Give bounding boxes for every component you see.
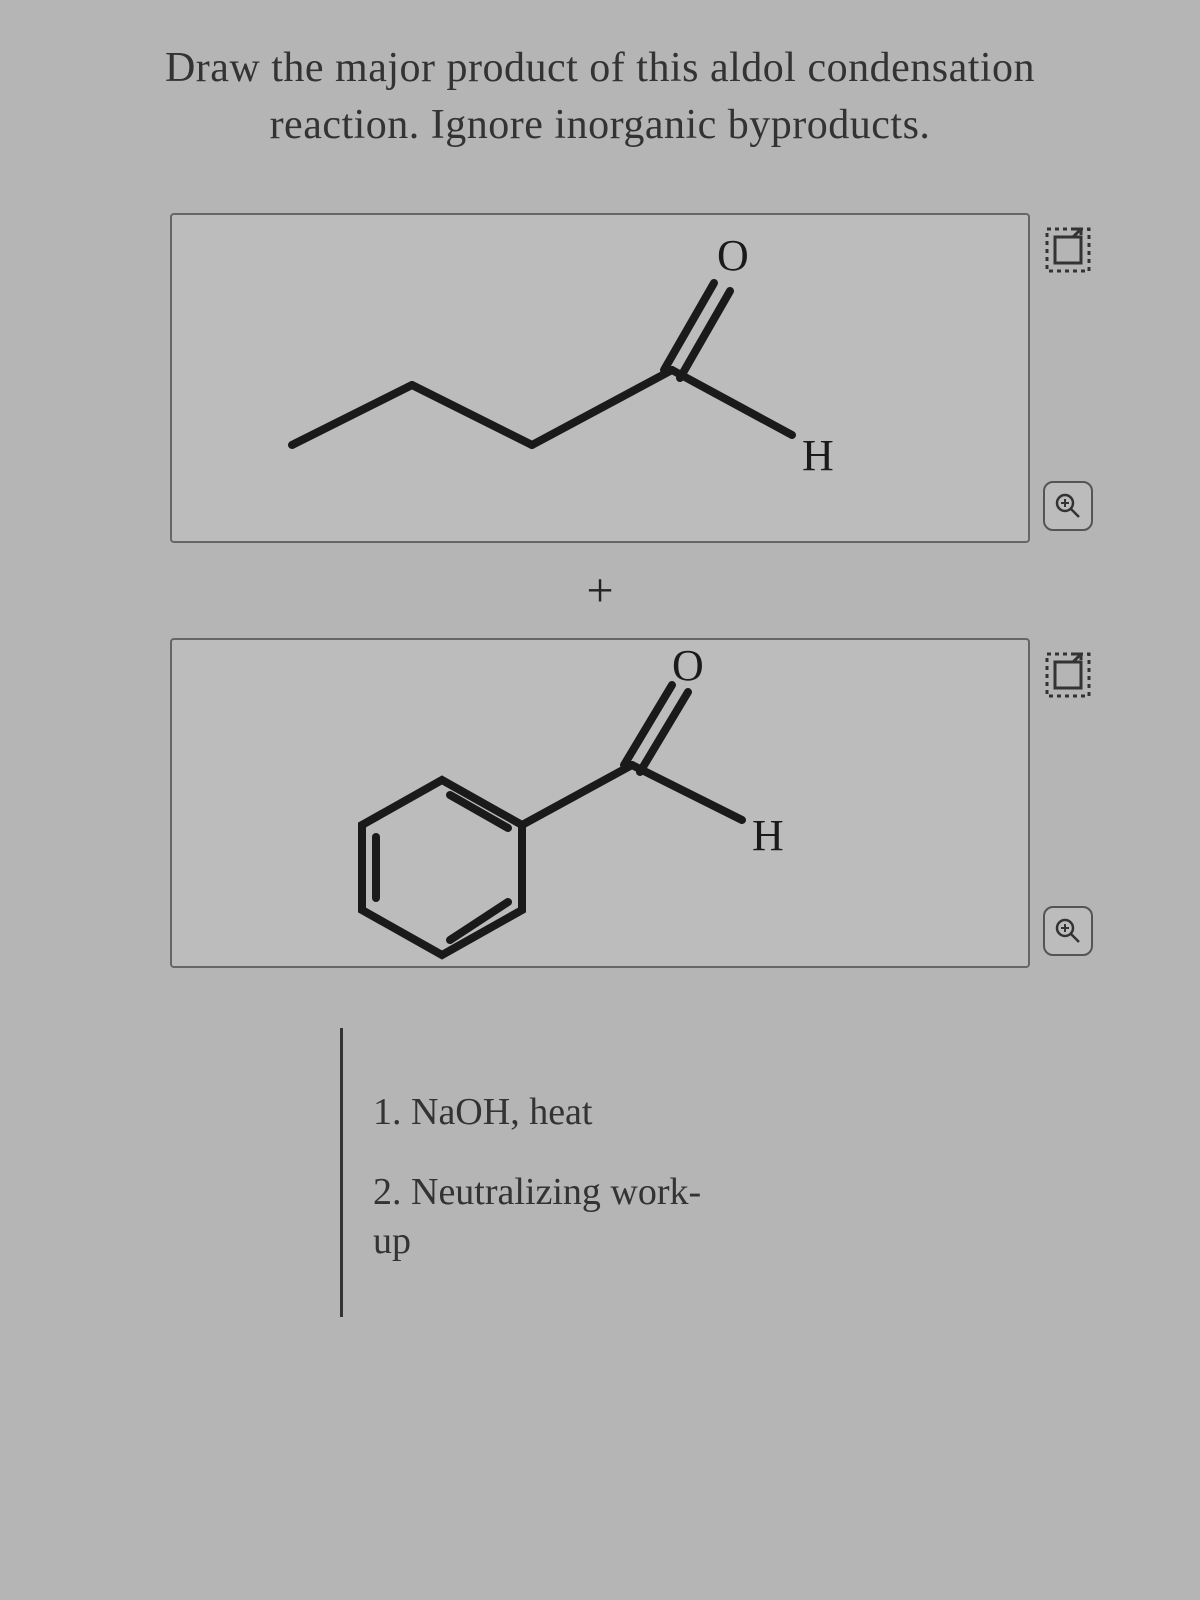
condition-step-1: 1. NaOH, heat [373,1088,990,1137]
expand-icon[interactable] [1043,650,1093,700]
oxygen-label: O [717,231,749,280]
zoom-icon[interactable] [1043,481,1093,531]
structure-controls-top [1038,215,1098,541]
hydrogen-label: H [752,811,784,860]
structure-controls-bottom [1038,640,1098,966]
structure-box-benzaldehyde[interactable]: O H [170,638,1030,968]
reaction-conditions: 1. NaOH, heat 2. Neutralizing work- up [340,1028,990,1316]
page: Draw the major product of this aldol con… [0,0,1200,1600]
prompt-line-2: reaction. Ignore inorganic byproducts. [270,102,931,148]
benzaldehyde-structure: O H [172,640,1032,970]
butanal-structure: O H [172,215,1032,545]
oxygen-label: O [672,641,704,690]
plus-symbol: + [70,563,1130,618]
structure-box-butanal[interactable]: O H [170,213,1030,543]
question-prompt: Draw the major product of this aldol con… [70,40,1130,153]
zoom-icon[interactable] [1043,906,1093,956]
condition-step-2: 2. Neutralizing work- up [373,1168,990,1267]
prompt-line-1: Draw the major product of this aldol con… [165,45,1035,91]
hydrogen-label: H [802,431,834,480]
expand-icon[interactable] [1043,225,1093,275]
